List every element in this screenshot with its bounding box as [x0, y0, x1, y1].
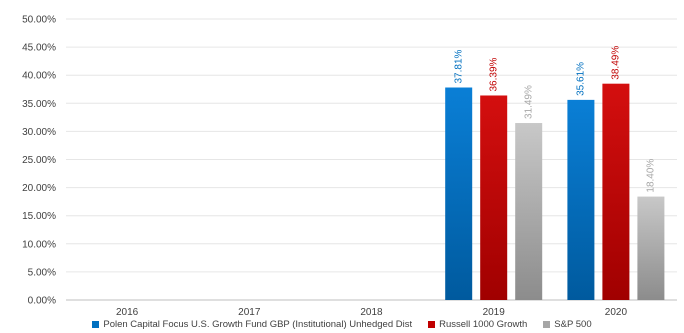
y-tick-label: 15.00% — [22, 211, 56, 222]
y-tick-label: 50.00% — [22, 15, 56, 26]
x-axis-ticks: 2016 2017 2018 2019 2020 — [116, 307, 627, 318]
bar — [515, 123, 543, 300]
x-tick-label: 2018 — [360, 307, 383, 318]
data-label: 31.49% — [523, 85, 534, 119]
bar — [480, 95, 508, 301]
legend-swatch-gray — [543, 321, 551, 328]
bars — [445, 83, 665, 301]
legend-label-sp500: S&P 500 — [554, 319, 592, 330]
bar-chart: 0.00% 5.00% 10.00% 15.00% 20.00% 25.00% 30.00%… — [22, 15, 677, 318]
x-tick-label: 2020 — [605, 307, 628, 318]
y-tick-label: 0.00% — [28, 296, 56, 307]
legend: Polen Capital Focus U.S. Growth Fund GBP… — [0, 319, 684, 330]
legend-label-polen: Polen Capital Focus U.S. Growth Fund GBP… — [103, 319, 413, 330]
x-tick-label: 2017 — [238, 307, 261, 318]
y-tick-label: 40.00% — [22, 71, 56, 82]
y-tick-label: 5.00% — [28, 267, 56, 278]
y-tick-label: 30.00% — [22, 127, 56, 138]
y-tick-label: 45.00% — [22, 43, 56, 54]
x-tick-label: 2019 — [483, 307, 506, 318]
data-label: 36.39% — [488, 57, 499, 91]
bar — [567, 99, 595, 301]
bar — [445, 87, 473, 300]
legend-label-russell: Russell 1000 Growth — [439, 319, 528, 330]
legend-item-polen: Polen Capital Focus U.S. Growth Fund GBP… — [92, 319, 412, 330]
gridlines — [66, 18, 677, 301]
bar — [637, 196, 665, 300]
bar — [602, 83, 630, 300]
legend-swatch-red — [428, 321, 436, 328]
data-labels: 37.81% 36.39% 31.49% 35.61% 38.49% 18.40% — [453, 46, 656, 193]
legend-swatch-blue — [92, 321, 100, 328]
data-label: 38.49% — [611, 46, 622, 80]
legend-item-sp500: S&P 500 — [543, 319, 592, 330]
data-label: 35.61% — [576, 62, 587, 96]
x-tick-label: 2016 — [116, 307, 139, 318]
y-tick-label: 35.00% — [22, 99, 56, 110]
y-tick-label: 20.00% — [22, 183, 56, 194]
y-axis-ticks: 0.00% 5.00% 10.00% 15.00% 20.00% 25.00% 30.00%… — [22, 15, 56, 307]
y-tick-label: 10.00% — [22, 239, 56, 250]
data-label: 18.40% — [646, 159, 657, 193]
data-label: 37.81% — [453, 49, 464, 83]
legend-item-russell: Russell 1000 Growth — [428, 319, 527, 330]
y-tick-label: 25.00% — [22, 155, 56, 166]
